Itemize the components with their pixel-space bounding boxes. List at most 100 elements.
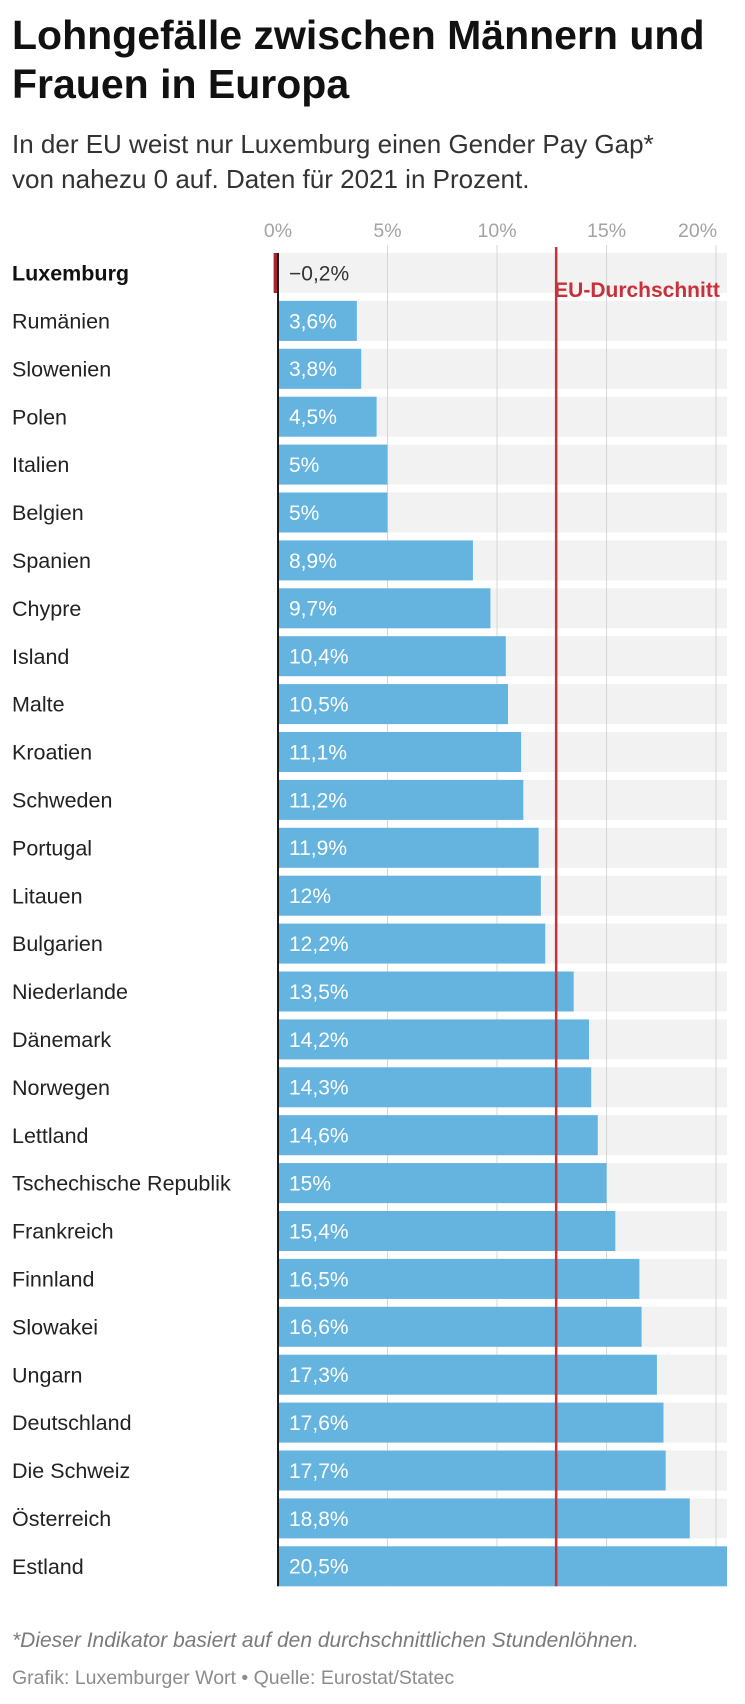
eu-average-label: EU-Durchschnitt bbox=[554, 279, 720, 302]
bar bbox=[278, 875, 541, 916]
country-label: Finnland bbox=[12, 1268, 94, 1292]
country-label: Österreich bbox=[12, 1507, 111, 1531]
bar-chart: 0% 5% 10% 15% 20% Luxemburg Rumänien Slowenien P… bbox=[12, 220, 727, 1587]
value-label: 15% bbox=[289, 1173, 331, 1196]
source-credit: Grafik: Luxemburger Wort • Quelle: Euros… bbox=[12, 1667, 455, 1689]
x-axis-ticks: 0% 5% 10% 15% 20% bbox=[264, 220, 717, 242]
value-label: 17,7% bbox=[289, 1460, 349, 1483]
value-label: 13,5% bbox=[289, 981, 349, 1004]
bar-negative bbox=[273, 253, 278, 293]
value-label: 11,2% bbox=[289, 789, 347, 812]
country-label: Italien bbox=[12, 453, 69, 477]
bar bbox=[278, 1402, 664, 1443]
bar bbox=[278, 1450, 666, 1491]
country-label: Chypre bbox=[12, 597, 81, 621]
footnote: *Dieser Indikator basiert auf den durchs… bbox=[12, 1629, 639, 1652]
value-label: 12,2% bbox=[289, 933, 349, 956]
country-label: Tschechische Republik bbox=[12, 1172, 231, 1196]
value-label: 10,5% bbox=[289, 694, 349, 717]
bar bbox=[278, 1163, 607, 1204]
country-label: Malte bbox=[12, 693, 65, 717]
value-label: 5% bbox=[289, 454, 319, 477]
bar bbox=[278, 444, 388, 485]
country-label: Niederlande bbox=[12, 980, 128, 1004]
bar bbox=[278, 684, 508, 725]
value-label: 17,6% bbox=[289, 1412, 349, 1435]
value-label: 3,8% bbox=[289, 358, 337, 381]
x-tick-label: 20% bbox=[678, 220, 717, 242]
bar bbox=[278, 779, 524, 820]
country-label: Schweden bbox=[12, 789, 112, 813]
value-label: 15,4% bbox=[289, 1220, 349, 1243]
value-label: 4,5% bbox=[289, 406, 337, 429]
country-label: Lettland bbox=[12, 1124, 89, 1148]
value-label: 17,3% bbox=[289, 1364, 349, 1387]
country-label: Deutschland bbox=[12, 1411, 132, 1435]
value-label: 5% bbox=[289, 502, 319, 525]
value-label: 3,6% bbox=[289, 310, 337, 333]
value-label: 14,2% bbox=[289, 1029, 349, 1052]
bar bbox=[278, 1115, 598, 1156]
row-band bbox=[278, 253, 727, 293]
chart-subtitle: In der EU weist nur Luxemburg einen Gend… bbox=[12, 129, 654, 194]
value-label: 16,6% bbox=[289, 1316, 349, 1339]
country-label: Luxemburg bbox=[12, 262, 129, 286]
bar bbox=[278, 1019, 590, 1060]
bar bbox=[278, 300, 357, 341]
country-label: Litauen bbox=[12, 884, 83, 908]
country-label: Slowakei bbox=[12, 1315, 98, 1339]
value-label: 14,6% bbox=[289, 1125, 349, 1148]
value-label: 14,3% bbox=[289, 1077, 349, 1100]
bar bbox=[278, 971, 574, 1012]
bar bbox=[278, 1354, 657, 1395]
country-label: Kroatien bbox=[12, 741, 92, 765]
bar bbox=[278, 588, 491, 629]
country-label: Die Schweiz bbox=[12, 1459, 130, 1483]
value-label: 9,7% bbox=[289, 598, 337, 621]
x-tick-label: 5% bbox=[373, 220, 401, 242]
bar bbox=[278, 827, 539, 868]
value-label: −0,2% bbox=[289, 262, 349, 285]
country-label: Spanien bbox=[12, 549, 91, 573]
country-label: Island bbox=[12, 645, 69, 669]
bar bbox=[278, 1498, 690, 1539]
country-label: Norwegen bbox=[12, 1076, 110, 1100]
value-label: 11,1% bbox=[289, 741, 347, 764]
bar bbox=[278, 1211, 616, 1251]
bar bbox=[278, 1306, 642, 1347]
country-label: Estland bbox=[12, 1555, 84, 1579]
bar bbox=[278, 540, 473, 581]
country-label: Frankreich bbox=[12, 1220, 114, 1244]
bar bbox=[278, 732, 522, 772]
country-label: Ungarn bbox=[12, 1363, 83, 1387]
value-label: 8,9% bbox=[289, 550, 337, 573]
value-label: 18,8% bbox=[289, 1508, 349, 1531]
bar bbox=[278, 1067, 592, 1108]
chart-title: Lohngefälle zwischen Männern und Frauen … bbox=[12, 12, 705, 107]
bars bbox=[273, 253, 727, 1587]
country-label: Bulgarien bbox=[12, 932, 103, 956]
x-tick-label: 0% bbox=[264, 220, 292, 242]
country-label: Slowenien bbox=[12, 357, 111, 381]
value-label: 16,5% bbox=[289, 1268, 349, 1291]
value-label: 12% bbox=[289, 885, 331, 908]
bar bbox=[278, 1258, 640, 1299]
value-label: 11,9% bbox=[289, 837, 347, 860]
country-label: Dänemark bbox=[12, 1028, 111, 1052]
x-tick-label: 10% bbox=[478, 220, 517, 242]
bar bbox=[278, 492, 388, 533]
country-label: Belgien bbox=[12, 501, 84, 525]
value-label: 20,5% bbox=[289, 1556, 349, 1579]
bar bbox=[278, 923, 546, 964]
x-tick-label: 15% bbox=[587, 220, 626, 242]
country-label: Polen bbox=[12, 405, 67, 429]
country-labels: Luxemburg Rumänien Slowenien Polen Italien Be… bbox=[12, 262, 231, 1579]
bar bbox=[278, 1546, 727, 1587]
eu-average: EU-Durchschnitt bbox=[554, 247, 720, 1587]
bar bbox=[278, 636, 506, 677]
country-label: Rumänien bbox=[12, 310, 110, 334]
bar bbox=[278, 396, 377, 437]
country-label: Portugal bbox=[12, 836, 92, 860]
bar bbox=[278, 348, 362, 389]
value-label: 10,4% bbox=[289, 646, 349, 669]
